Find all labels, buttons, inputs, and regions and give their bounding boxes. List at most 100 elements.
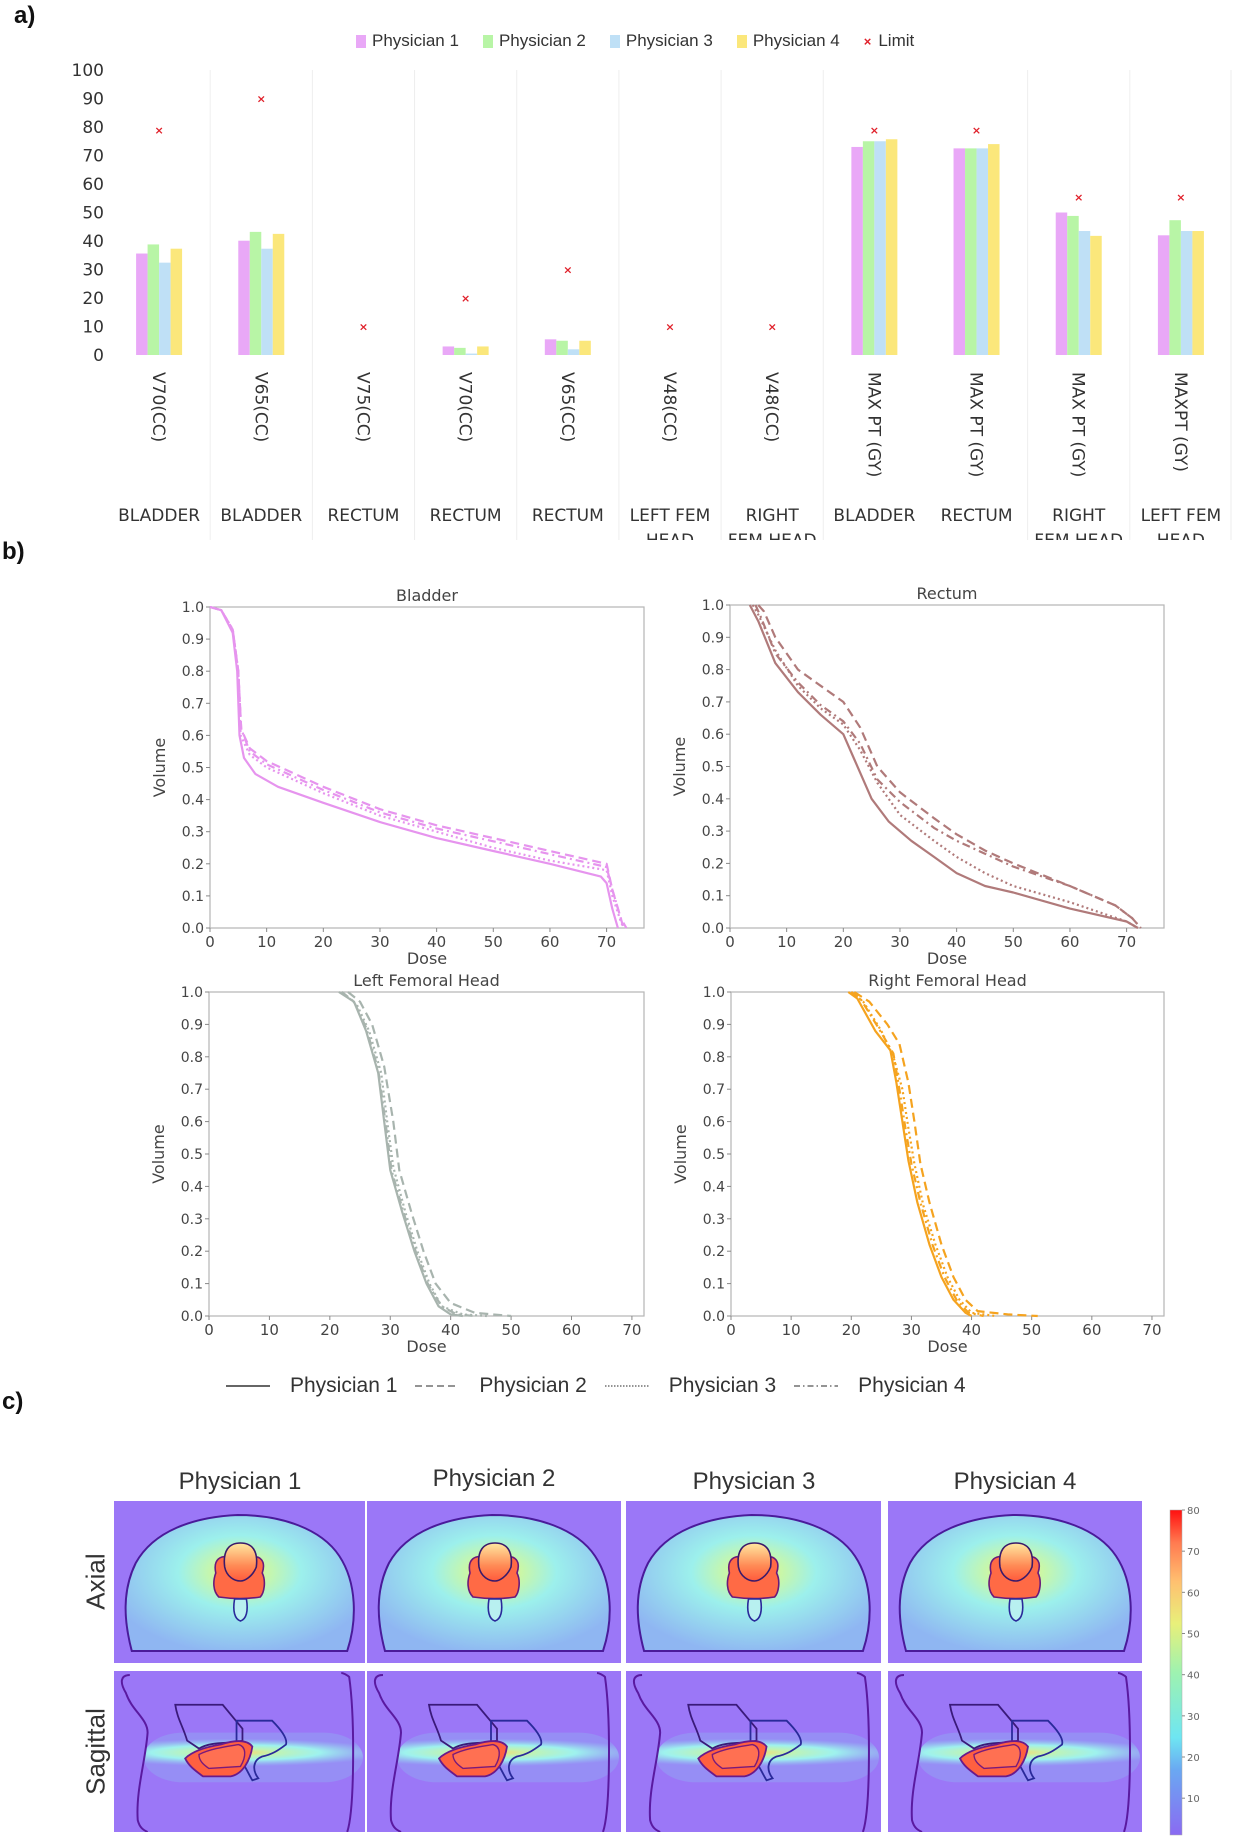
x-tick-label: 0 xyxy=(726,1321,736,1339)
colorbar-tick-label: 80 xyxy=(1187,1506,1200,1517)
y-tick-label: 0.0 xyxy=(182,921,204,937)
column-title-physician-3: Physician 3 xyxy=(692,1468,816,1495)
column-title-physician-2: Physician 2 xyxy=(432,1465,556,1492)
y-tick-label: 40 xyxy=(82,232,104,252)
bar-physician-2 xyxy=(556,340,568,355)
y-tick-label: 30 xyxy=(82,261,104,281)
legend-label: Physician 1 xyxy=(372,31,459,50)
bar-physician-3 xyxy=(159,262,171,355)
legend-item-physician-2: Physician 2 xyxy=(482,31,586,51)
x-organ-label: FEM HEAD xyxy=(1034,531,1123,540)
limit-marker: × xyxy=(461,292,470,305)
body-contour xyxy=(894,1671,1132,1832)
plot-frame xyxy=(209,606,645,929)
constraint-bar-chart: 0 10 20 30 40 50 60 70 80 90 100 × V70(CC) BLADDER × V6… xyxy=(72,61,1232,540)
bar-physician-2 xyxy=(1169,220,1181,355)
dvh-chart-bladder: Bladder 0 10 20 30 40 50 60 70 0.0 0.1 0.2 0.3 0.4 0.5… xyxy=(150,586,645,968)
y-tick-label: 0.4 xyxy=(181,1179,203,1195)
x-organ-label: RIGHT xyxy=(746,506,800,526)
y-tick-label: 0.3 xyxy=(702,824,724,840)
legend-label: Physician 2 xyxy=(498,31,586,50)
x-metric-label: MAX PT (GY) xyxy=(863,372,883,477)
dvh-title: Bladder xyxy=(396,586,458,605)
dvh-title: Left Femoral Head xyxy=(353,971,499,990)
y-tick-label: 0.5 xyxy=(181,1147,203,1163)
x-tick-label: 0 xyxy=(204,1321,214,1339)
bar-physician-2 xyxy=(862,141,875,355)
body-contour xyxy=(373,1671,611,1832)
x-organ-label: LEFT FEM xyxy=(630,506,711,526)
dose-map-canvas xyxy=(373,1671,619,1832)
limit-marker: × xyxy=(870,124,879,137)
y-tick-label: 0.9 xyxy=(702,630,724,646)
panel-label-c: c) xyxy=(2,1388,24,1415)
rectum-contour xyxy=(487,1598,503,1622)
bar-physician-3 xyxy=(1180,231,1193,355)
colorbar-tick-label: 40 xyxy=(1187,1671,1200,1682)
sagittal-dose-map-physician-4 xyxy=(888,1671,1142,1832)
limit-marker-icon: × xyxy=(863,33,872,49)
x-metric-label: V65(CC) xyxy=(557,372,577,442)
x-organ-label: LEFT FEM xyxy=(1141,506,1222,526)
dvh-line-physician-4 xyxy=(754,604,1142,929)
x-organ-label: HEAD xyxy=(646,531,694,540)
bar-physician-1 xyxy=(851,146,863,355)
y-tick-label: 50 xyxy=(82,204,104,224)
plot-frame xyxy=(729,604,1165,929)
panel-label-b: b) xyxy=(2,538,25,565)
y-tick-label: 0.0 xyxy=(181,1309,203,1325)
dvh-line-physician-4 xyxy=(209,605,628,929)
y-tick-label: 0.1 xyxy=(702,889,724,905)
dvh-legend-item-physician-3: Physician 3 xyxy=(604,1374,776,1398)
bar-physician-4 xyxy=(1090,235,1102,355)
y-tick-label: 0.3 xyxy=(703,1212,725,1228)
dvh-line-physician-1 xyxy=(338,991,463,1318)
limit-marker: × xyxy=(1176,191,1185,204)
y-tick-label: 0.4 xyxy=(702,792,724,808)
dvh-line-physician-4 xyxy=(850,991,984,1318)
rectum-contour xyxy=(490,1719,543,1782)
bar-physician-4 xyxy=(1192,231,1204,355)
x-tick-label: 20 xyxy=(842,1321,861,1339)
x-axis-label: Dose xyxy=(927,949,967,968)
y-tick-label: 0.8 xyxy=(702,663,724,679)
y-tick-label: 0.7 xyxy=(703,1082,725,1098)
plot-frame xyxy=(730,991,1165,1317)
y-tick-label: 10 xyxy=(82,318,104,338)
y-tick-label: 0.9 xyxy=(181,1017,203,1033)
y-tick-label: 1.0 xyxy=(181,985,203,1001)
y-tick-label: 0.6 xyxy=(181,1115,203,1131)
legend-swatch-physician-3 xyxy=(609,34,620,48)
y-tick-label: 0.4 xyxy=(182,793,204,809)
dose-map-canvas xyxy=(898,1513,1132,1652)
bar-physician-2 xyxy=(965,148,977,355)
dvh-legend: Physician 1 Physician 2 Physician 3 Phys… xyxy=(226,1374,984,1398)
x-tick-label: 60 xyxy=(1060,933,1079,951)
colorbar-tick-label: 50 xyxy=(1187,1630,1200,1641)
y-tick-label: 0.6 xyxy=(702,727,724,743)
bar-physician-3 xyxy=(874,141,886,355)
x-tick-label: 50 xyxy=(1004,933,1023,951)
x-tick-label: 10 xyxy=(260,1321,279,1339)
legend-label: Physician 4 xyxy=(752,31,840,50)
x-tick-label: 60 xyxy=(1082,1321,1101,1339)
x-metric-label: V75(CC) xyxy=(352,372,372,442)
bar-physician-3 xyxy=(465,353,478,355)
dvh-plots: Bladder 0 10 20 30 40 50 60 70 0.0 0.1 0.2 0.3 0.4 0.5… xyxy=(149,584,1165,1356)
dvh-line-physician-2 xyxy=(209,605,625,929)
prostate-contour xyxy=(452,1743,500,1770)
limit-marker: × xyxy=(359,321,368,334)
x-tick-label: 0 xyxy=(725,933,735,951)
x-tick-label: 70 xyxy=(622,1321,641,1339)
y-tick-label: 0.2 xyxy=(182,857,204,873)
x-tick-label: 40 xyxy=(947,933,966,951)
bar-physician-1 xyxy=(544,339,557,355)
legend-item-limit: × Limit xyxy=(864,31,915,51)
dvh-line-physician-3 xyxy=(341,991,487,1318)
y-tick-label: 0.0 xyxy=(702,921,724,937)
y-tick-label: 0.2 xyxy=(703,1244,725,1260)
colorbar-tick-label: 70 xyxy=(1187,1547,1200,1558)
legend-swatch-physician-2 xyxy=(482,34,493,48)
x-organ-label: RIGHT xyxy=(1052,506,1106,526)
row-title-axial: Axial xyxy=(80,1553,111,1610)
